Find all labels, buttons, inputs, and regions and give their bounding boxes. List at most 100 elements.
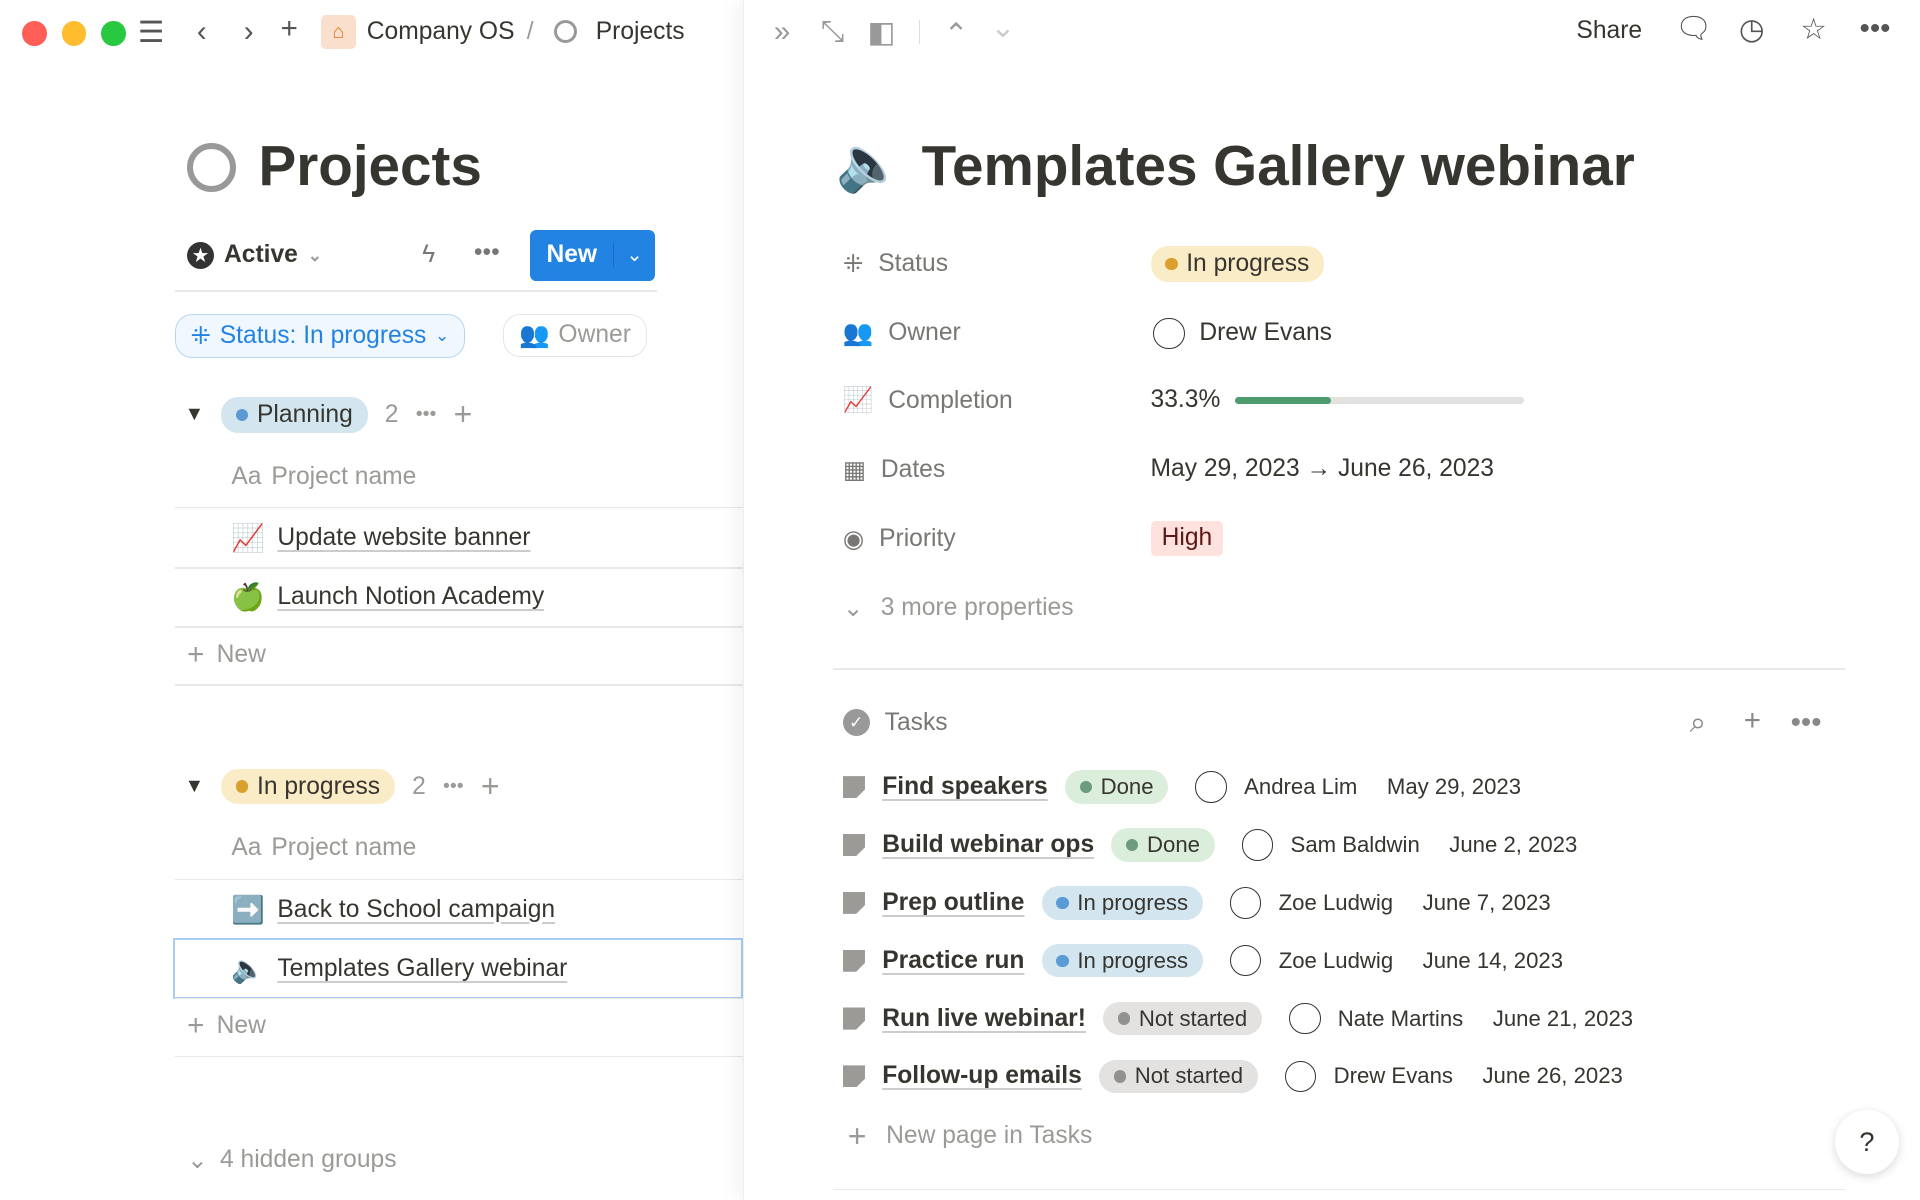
column-name: Project name [271, 462, 417, 490]
group-name: Planning [257, 400, 353, 428]
avatar [1195, 771, 1227, 803]
new-project-button[interactable]: + New [187, 638, 266, 672]
task-owner: Drew Evans [1333, 1063, 1453, 1089]
task-name[interactable]: Practice run [882, 946, 1025, 974]
back-icon[interactable]: ‹ [196, 14, 207, 48]
minimize-window-button[interactable] [61, 20, 87, 46]
task-row[interactable]: Build webinar ops Done Sam Baldwin June … [842, 828, 1577, 862]
more-properties-toggle[interactable]: ⌄ 3 more properties [843, 593, 1074, 623]
label: 3 more properties [880, 594, 1074, 622]
task-row[interactable]: Prep outline In progress Zoe Ludwig June… [842, 886, 1551, 920]
more-icon[interactable]: ••• [1859, 12, 1891, 46]
status-value[interactable]: In progress [1150, 246, 1325, 282]
star-icon[interactable]: ☆ [1800, 13, 1827, 47]
task-name[interactable]: Prep outline [882, 888, 1025, 916]
more-icon[interactable]: ••• [473, 238, 500, 266]
task-name[interactable]: Follow-up emails [882, 1062, 1082, 1090]
page-icon [842, 1065, 865, 1088]
chevron-up-icon[interactable]: ⌃ [943, 18, 969, 52]
collapse-panel-icon[interactable]: » [773, 14, 791, 48]
new-button[interactable]: New ⌄ [530, 230, 656, 281]
comment-icon[interactable]: 🗨 [1674, 12, 1713, 46]
task-name[interactable]: Find speakers [882, 773, 1048, 801]
side-peek-icon[interactable]: ◧ [867, 15, 896, 49]
task-date: June 7, 2023 [1422, 889, 1551, 915]
menu-icon[interactable]: ☰ [137, 15, 165, 49]
task-status[interactable]: Done [1111, 828, 1215, 862]
toggle-triangle-icon[interactable]: ▼ [184, 775, 205, 798]
more-icon[interactable]: ••• [443, 775, 464, 798]
priority-value[interactable]: High [1150, 520, 1224, 556]
project-row[interactable]: 🔈 Templates Gallery webinar [172, 938, 743, 999]
project-row[interactable]: 📈 Update website banner [175, 510, 741, 567]
project-name[interactable]: Update website banner [277, 523, 531, 551]
add-icon: + [187, 637, 205, 671]
page-title: Templates Gallery webinar [921, 133, 1635, 197]
label: Owner [888, 319, 961, 347]
tasks-header: ✓ Tasks [842, 708, 948, 737]
share-button[interactable]: Share [1576, 17, 1643, 45]
add-icon[interactable]: + [453, 396, 473, 433]
add-icon[interactable]: + [280, 12, 298, 46]
owner-value[interactable]: Drew Evans [1153, 317, 1332, 350]
maximize-window-button[interactable] [100, 20, 126, 46]
project-name[interactable]: Back to School campaign [277, 895, 556, 923]
task-row[interactable]: Follow-up emails Not started Drew Evans … [842, 1059, 1623, 1094]
project-row[interactable]: ➡️ Back to School campaign [175, 881, 741, 938]
completion-value[interactable]: 33.3% [1151, 386, 1525, 414]
group-label: Planning [221, 397, 368, 433]
hidden-groups-toggle[interactable]: ⌄ 4 hidden groups [187, 1145, 396, 1175]
task-status[interactable]: Not started [1103, 1001, 1262, 1036]
project-name[interactable]: Launch Notion Academy [277, 582, 545, 610]
more-icon[interactable]: ••• [415, 403, 437, 426]
new-label: New [216, 1012, 266, 1040]
project-name[interactable]: Templates Gallery webinar [277, 954, 568, 982]
task-row[interactable]: Practice run In progress Zoe Ludwig June… [842, 944, 1563, 978]
page-icon [842, 1007, 865, 1030]
task-status[interactable]: Done [1064, 770, 1169, 804]
forward-icon[interactable]: › [243, 14, 254, 48]
task-name[interactable]: Build webinar ops [882, 831, 1095, 859]
view-selector[interactable]: ★ Active ⌄ [187, 241, 322, 269]
chevron-down-icon[interactable]: ⌄ [613, 243, 655, 268]
search-icon[interactable]: ⌕ [1689, 706, 1707, 740]
task-status[interactable]: In progress [1041, 886, 1203, 920]
task-status[interactable]: Not started [1099, 1059, 1258, 1094]
new-project-button[interactable]: + New [187, 1009, 266, 1043]
toggle-triangle-icon[interactable]: ▼ [184, 403, 205, 426]
more-icon[interactable]: ••• [1790, 706, 1822, 740]
add-icon[interactable]: + [1743, 704, 1762, 738]
project-icon: 🍏 [231, 580, 266, 612]
completion-bar [1235, 397, 1525, 404]
completion-text: 33.3% [1150, 386, 1221, 414]
automation-icon[interactable]: ϟ [422, 241, 436, 269]
dates-value[interactable]: May 29, 2023 → June 26, 2023 [1150, 455, 1494, 483]
new-task-button[interactable]: + New page in Tasks [848, 1118, 1092, 1155]
close-window-button[interactable] [22, 20, 47, 46]
tasks-label: Tasks [884, 708, 948, 736]
task-status[interactable]: In progress [1041, 944, 1203, 978]
star-icon: ★ [187, 241, 215, 269]
new-label: New [216, 640, 266, 668]
owner-filter[interactable]: 👥 Owner [503, 313, 647, 358]
breadcrumb-page[interactable]: Projects [595, 18, 685, 46]
page-icon [842, 776, 865, 799]
history-icon[interactable]: ◷ [1738, 13, 1765, 47]
breadcrumb-workspace[interactable]: Company OS [366, 18, 515, 46]
task-row[interactable]: Find speakers Done Andrea Lim May 29, 20… [842, 770, 1522, 804]
page-title: Projects [258, 133, 482, 197]
expand-icon[interactable]: ⤡ [820, 14, 845, 48]
task-name[interactable]: Run live webinar! [882, 1004, 1086, 1032]
group-count: 2 [384, 400, 399, 428]
help-button[interactable]: ? [1834, 1110, 1899, 1175]
new-button-label: New [546, 241, 598, 269]
people-icon: 👥 [519, 321, 550, 349]
project-row[interactable]: 🍏 Launch Notion Academy [175, 569, 741, 626]
add-icon[interactable]: + [480, 768, 500, 805]
status-filter[interactable]: ⁜ Status: In progress ⌄ [174, 313, 466, 359]
page-icon [842, 833, 865, 857]
task-date: May 29, 2023 [1386, 774, 1522, 800]
status-text: In progress [1077, 947, 1189, 973]
task-row[interactable]: Run live webinar! Not started Nate Marti… [842, 1001, 1633, 1036]
chevron-down-icon[interactable]: ⌄ [990, 10, 1016, 44]
